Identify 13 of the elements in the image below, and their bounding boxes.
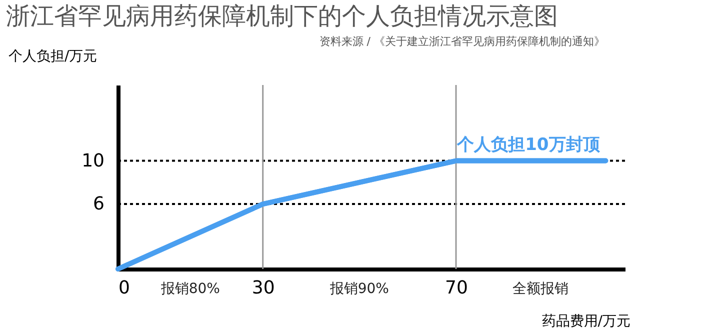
chart-title: 浙江省罕见病用药保障机制下的个人负担情况示意图 (6, 2, 558, 30)
text: 报销90% (328, 281, 389, 297)
x-tick-label: 30 (252, 278, 275, 298)
x-axis-title: 药品费用/万元 (542, 314, 630, 330)
text: 全额报销 (512, 281, 568, 297)
annotation: 个人负担10万封顶 (456, 134, 601, 155)
chart-subtitle: 资料来源 / 《关于建立浙江省罕见病用药保障机制的通知》 (319, 35, 605, 48)
text: 报销80% (160, 281, 220, 297)
y-tick-label: 6 (93, 194, 104, 215)
y-axis-title: 个人负担/万元 (8, 48, 98, 64)
x-tick-label: 0 (118, 278, 130, 298)
y-tick-label: 10 (82, 150, 104, 172)
x-tick-label: 70 (445, 278, 468, 298)
